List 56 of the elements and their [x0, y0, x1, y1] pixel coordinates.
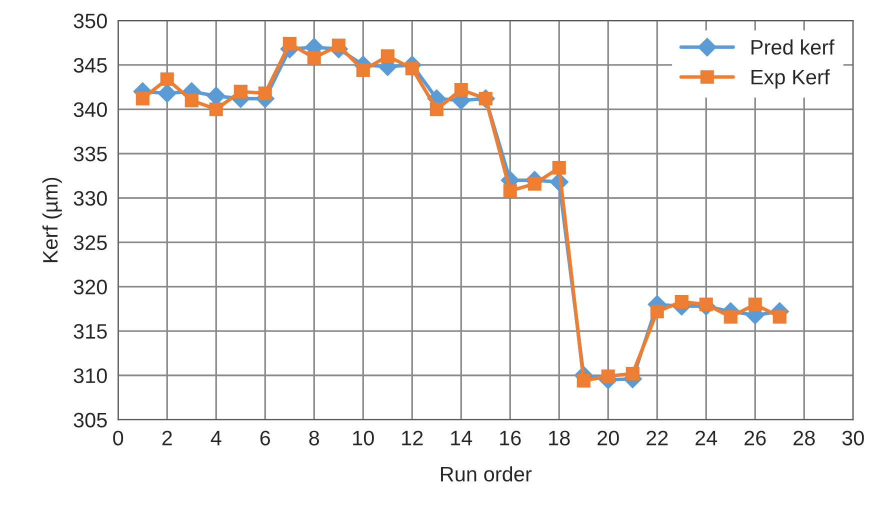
legend-label: Exp Kerf — [752, 69, 830, 89]
x-tick-label: 14 — [451, 430, 472, 446]
x-tick-label: 12 — [402, 430, 423, 446]
y-tick-label: 325 — [74, 235, 107, 250]
x-tick-label: 8 — [309, 430, 320, 446]
x-tick-label: 0 — [113, 430, 124, 446]
point — [282, 36, 296, 50]
point — [234, 84, 248, 98]
point — [405, 62, 419, 76]
point — [258, 86, 272, 100]
y-axis-title: Kerf (µm) — [42, 178, 62, 262]
x-tick-label: 20 — [598, 430, 619, 446]
point — [576, 374, 590, 388]
point — [503, 184, 517, 198]
point — [158, 84, 176, 103]
y-tick-label: 310 — [74, 368, 107, 384]
point — [136, 92, 150, 106]
point — [724, 310, 738, 324]
x-tick-label: 22 — [646, 430, 668, 446]
point — [528, 177, 542, 191]
point — [160, 72, 174, 86]
point — [307, 51, 321, 65]
y-tick-label: 335 — [74, 146, 107, 162]
point — [209, 102, 223, 116]
point — [626, 366, 640, 380]
x-tick-label: 2 — [162, 430, 172, 446]
y-tick-label: 330 — [74, 190, 107, 206]
x-tick-label: 10 — [353, 430, 374, 446]
x-tick-label: 6 — [260, 430, 270, 446]
point — [454, 83, 468, 97]
x-axis-title: Run order — [441, 466, 532, 482]
point — [380, 49, 394, 63]
x-tick-label: 26 — [744, 430, 766, 446]
x-tick-label: 28 — [794, 430, 815, 446]
point — [601, 369, 615, 384]
x-tick-label: 18 — [549, 430, 570, 446]
y-tick-label: 345 — [74, 58, 107, 73]
y-tick-label: 340 — [74, 102, 107, 118]
y-tick-label: 315 — [74, 324, 107, 339]
point — [430, 102, 444, 116]
y-tick-label: 350 — [74, 14, 107, 28]
point — [552, 161, 566, 175]
point — [356, 63, 370, 78]
point — [650, 304, 664, 318]
legend-label: Pred kerf — [752, 39, 834, 55]
point — [184, 94, 198, 108]
x-tick-label: 30 — [842, 430, 864, 446]
y-tick-label: 305 — [74, 412, 107, 428]
x-tick-label: 16 — [500, 430, 521, 446]
y-tick-label: 320 — [74, 280, 107, 294]
point — [674, 294, 688, 309]
point — [772, 310, 786, 324]
x-tick-label: 24 — [696, 430, 718, 446]
x-tick-label: 4 — [210, 430, 222, 446]
point — [748, 298, 762, 312]
point — [332, 38, 346, 52]
